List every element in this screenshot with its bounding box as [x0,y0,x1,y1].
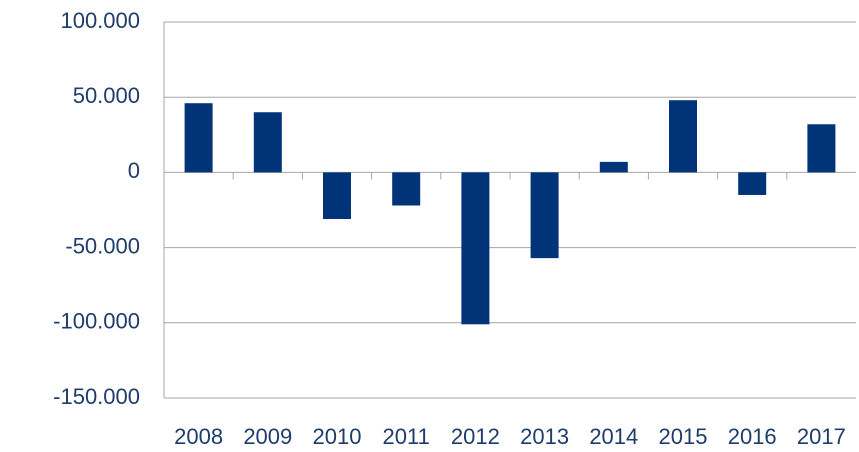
bar [530,172,559,259]
bar [738,172,767,195]
bar [184,103,213,173]
x-tick-label: 2016 [728,424,777,449]
x-tick-label: 2013 [520,424,569,449]
y-tick-label: 0 [128,158,140,183]
x-tick-label: 2010 [313,424,362,449]
y-tick-label: -150.000 [53,384,140,409]
y-tick-label: 50.000 [73,83,140,108]
y-tick-label: -100.000 [53,309,140,334]
bar [323,172,351,220]
x-tick-label: 2009 [243,424,292,449]
bar [392,172,421,206]
y-tick-label: 100.000 [60,8,140,33]
x-tick-label: 2014 [589,424,638,449]
x-tick-label: 2012 [451,424,500,449]
bar [253,112,282,173]
bar [599,161,628,173]
y-tick-label: -50.000 [65,233,140,258]
bar [669,100,697,173]
x-tick-label: 2008 [174,424,223,449]
x-tick-label: 2017 [797,424,846,449]
x-tick-label: 2015 [659,424,708,449]
x-tick-label: 2011 [383,424,430,449]
bar [461,172,490,325]
bar [807,124,836,173]
